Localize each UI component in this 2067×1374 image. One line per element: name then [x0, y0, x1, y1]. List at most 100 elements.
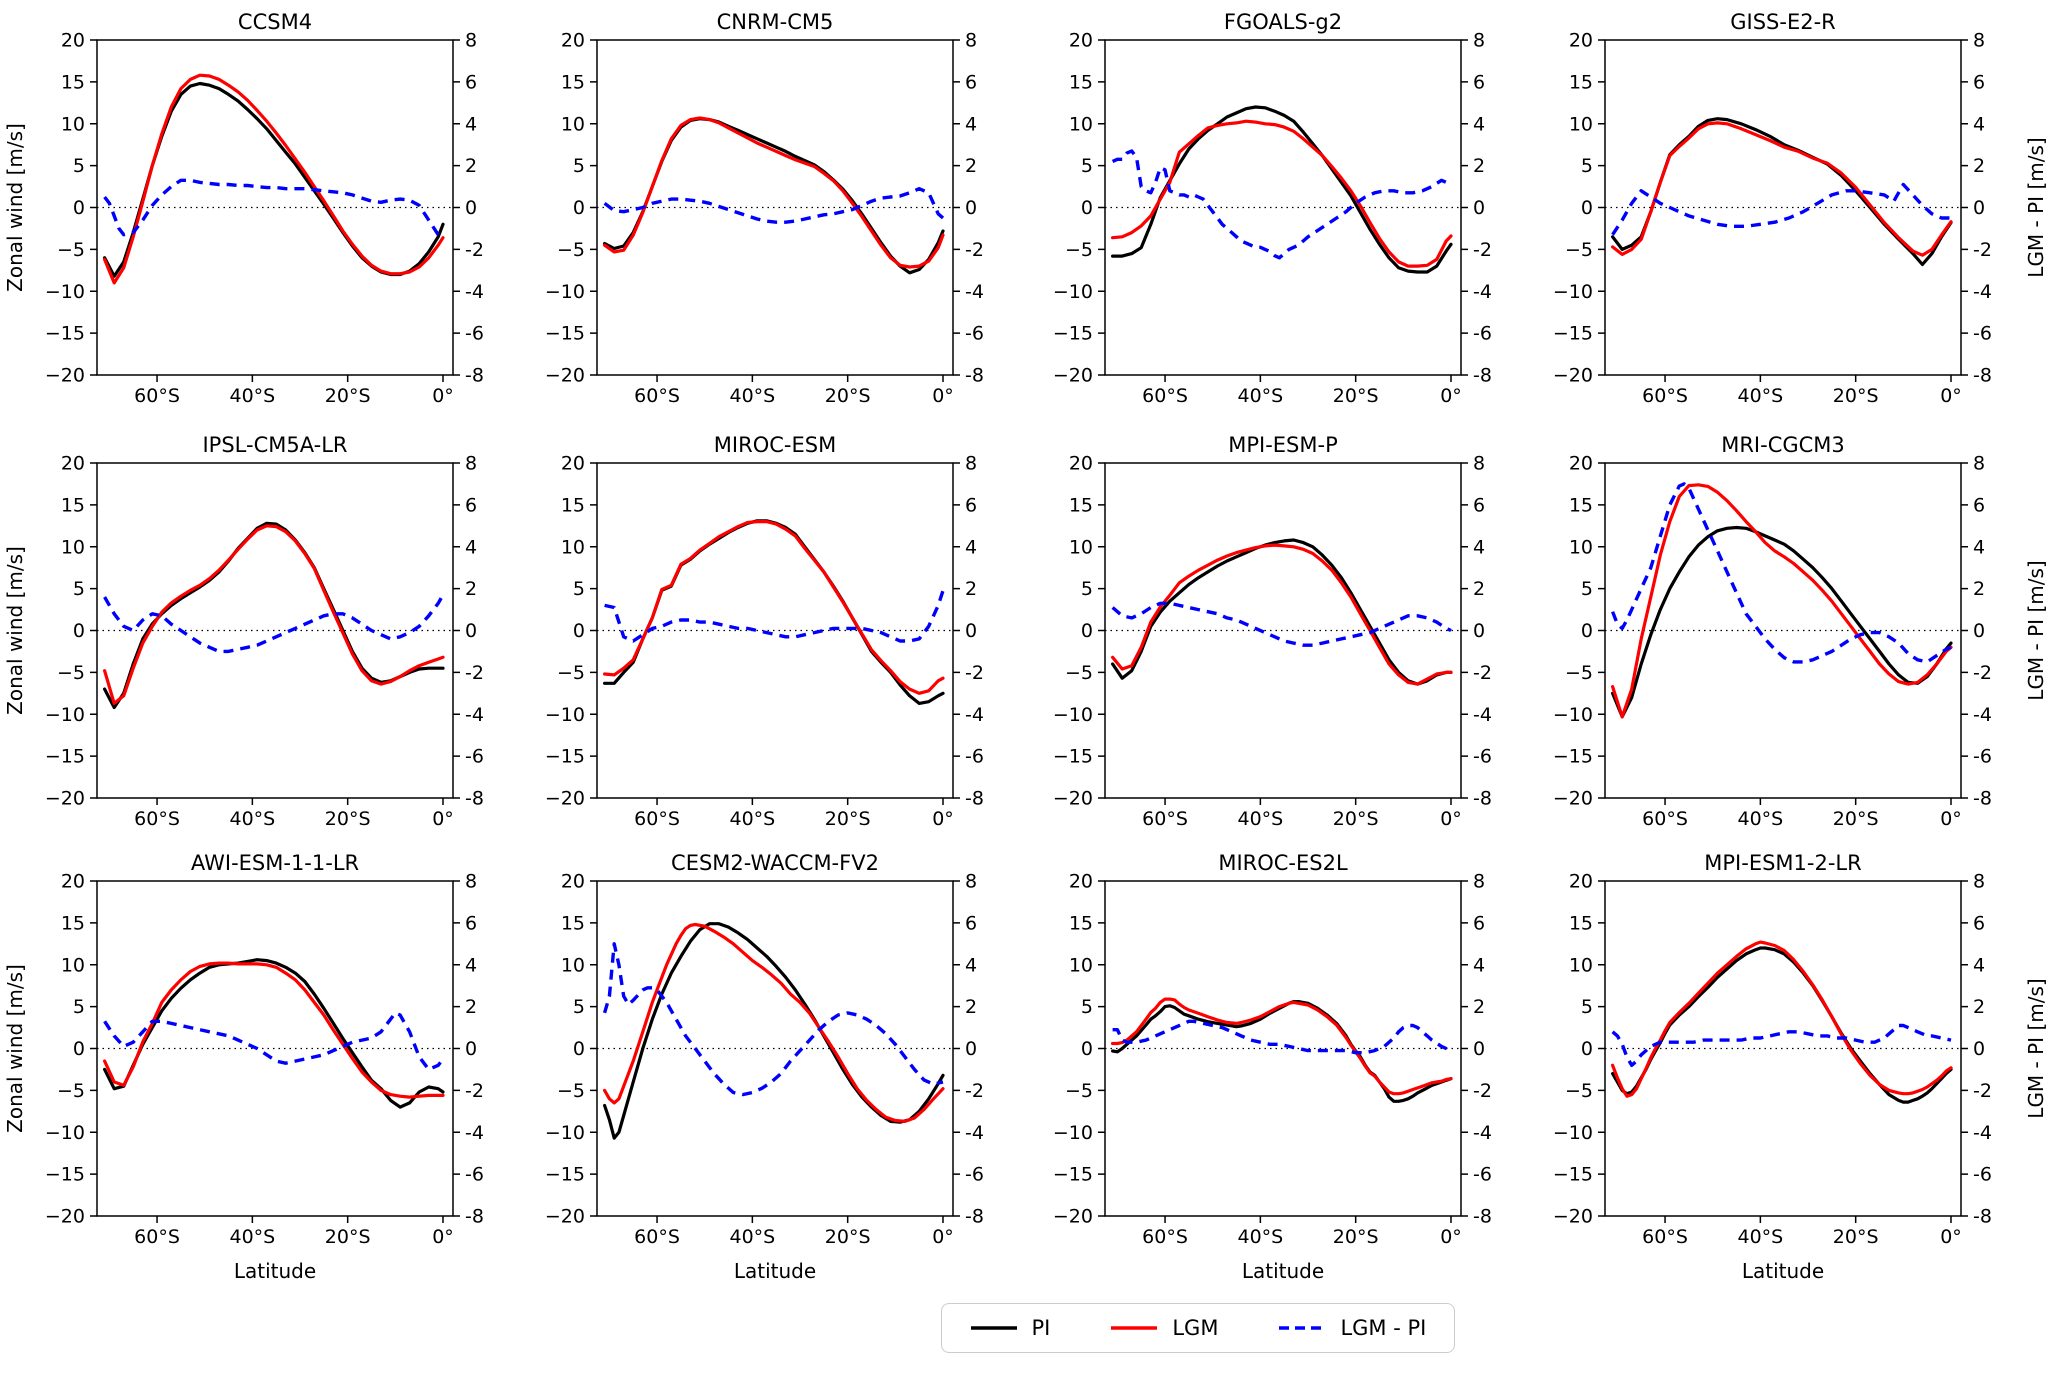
y-right-tick-label: 0 — [1973, 197, 1985, 219]
x-tick-label: 0° — [1440, 1226, 1462, 1248]
y-right-tick-label: -8 — [1473, 788, 1492, 810]
y-right-tick-label: 2 — [1973, 578, 1985, 600]
y-left-axis-title: Zonal wind [m/s] — [3, 123, 27, 292]
y-right-tick-label: 6 — [1473, 71, 1485, 93]
x-tick-label: 60°S — [1142, 808, 1188, 830]
y-right-tick-label: 4 — [1473, 536, 1485, 558]
x-tick-label: 20°S — [1833, 385, 1879, 407]
y-right-tick-label: -8 — [465, 1206, 484, 1228]
y-left-tick-label: −5 — [1565, 1080, 1593, 1102]
y-left-tick-label: 5 — [1081, 155, 1093, 177]
y-left-tick-label: −20 — [545, 1206, 585, 1228]
y-left-tick-label: 15 — [1069, 912, 1093, 934]
y-left-tick-label: 0 — [1081, 620, 1093, 642]
y-right-tick-label: 8 — [965, 871, 977, 893]
y-left-tick-label: −15 — [1553, 323, 1593, 345]
x-tick-label: 0° — [932, 1226, 954, 1248]
x-tick-label: 60°S — [134, 1226, 180, 1248]
y-right-tick-label: 8 — [1473, 871, 1485, 893]
y-right-tick-label: -4 — [465, 704, 484, 726]
lgm-minus-pi-line — [604, 590, 945, 643]
y-left-tick-label: −10 — [45, 281, 85, 303]
y-right-tick-label: 4 — [965, 536, 977, 558]
x-tick-label: 60°S — [1642, 385, 1688, 407]
y-right-tick-label: -4 — [1973, 704, 1992, 726]
legend-label: PI — [1031, 1316, 1051, 1340]
y-right-tick-label: 0 — [965, 1038, 977, 1060]
y-right-tick-label: -4 — [965, 704, 984, 726]
y-right-tick-label: -6 — [465, 323, 484, 345]
y-right-tick-label: -2 — [1973, 662, 1992, 684]
y-left-tick-label: 10 — [61, 954, 85, 976]
y-right-tick-label: -4 — [1473, 1122, 1492, 1144]
y-left-tick-label: −10 — [45, 704, 85, 726]
y-left-tick-label: 10 — [561, 536, 585, 558]
y-left-tick-label: −5 — [557, 1080, 585, 1102]
x-tick-label: 20°S — [325, 385, 371, 407]
y-right-tick-label: -8 — [1973, 365, 1992, 387]
y-right-tick-label: 2 — [965, 578, 977, 600]
legend-item-lgm-pi: LGM - PI — [1278, 1316, 1426, 1340]
pi-line — [1111, 1000, 1453, 1103]
y-left-tick-label: −5 — [557, 662, 585, 684]
y-left-tick-label: −10 — [1553, 1122, 1593, 1144]
y-left-tick-label: −15 — [545, 1164, 585, 1186]
y-right-tick-label: 4 — [1973, 113, 1985, 135]
y-left-tick-label: 5 — [73, 155, 85, 177]
y-right-tick-label: 0 — [965, 620, 977, 642]
y-left-tick-label: 10 — [561, 954, 585, 976]
y-right-tick-label: 2 — [1473, 578, 1485, 600]
y-left-tick-label: −5 — [1065, 1080, 1093, 1102]
lgm-minus-pi-line — [603, 187, 945, 224]
y-right-tick-label: 0 — [1973, 1038, 1985, 1060]
y-right-tick-label: -8 — [965, 365, 984, 387]
y-left-tick-label: 10 — [1069, 113, 1093, 135]
y-right-tick-label: 2 — [965, 155, 977, 177]
y-left-tick-label: −20 — [1553, 788, 1593, 810]
y-left-tick-label: 15 — [1569, 912, 1593, 934]
y-right-tick-label: 8 — [1973, 453, 1985, 475]
y-right-tick-label: 4 — [1473, 113, 1485, 135]
pi-line — [1111, 105, 1453, 274]
y-left-tick-label: 15 — [1569, 494, 1593, 516]
y-right-tick-label: -8 — [1473, 1206, 1492, 1228]
subplot-giss-e2-r: GISS-E2-R60°S 40°S 20°S 0°20151050−5−10−15−… — [1553, 10, 2048, 407]
y-left-tick-label: −5 — [557, 239, 585, 261]
y-right-tick-label: -8 — [465, 788, 484, 810]
y-left-tick-label: 20 — [1069, 30, 1093, 52]
y-left-tick-label: −20 — [45, 788, 85, 810]
x-tick-label: 40°S — [1237, 808, 1283, 830]
y-right-tick-label: 6 — [965, 494, 977, 516]
y-left-tick-label: 15 — [1069, 494, 1093, 516]
x-tick-label: 20°S — [825, 385, 871, 407]
y-left-tick-label: −5 — [57, 239, 85, 261]
y-right-tick-label: -2 — [1473, 1080, 1492, 1102]
y-left-tick-label: 5 — [1581, 578, 1593, 600]
y-left-tick-label: −10 — [1553, 281, 1593, 303]
y-right-tick-label: 2 — [1973, 996, 1985, 1018]
y-right-tick-label: 0 — [465, 620, 477, 642]
y-left-tick-label: 20 — [561, 453, 585, 475]
y-right-axis-title: LGM - PI [m/s] — [2024, 560, 2048, 700]
y-right-tick-label: -4 — [1473, 281, 1492, 303]
plot-title: MPI-ESM-P — [1228, 433, 1338, 457]
y-right-tick-label: 4 — [465, 954, 477, 976]
plot-title: FGOALS-g2 — [1224, 10, 1342, 34]
y-right-tick-label: -8 — [965, 1206, 984, 1228]
y-left-tick-label: −5 — [57, 662, 85, 684]
pi-line — [1111, 538, 1453, 686]
y-left-tick-label: −20 — [545, 788, 585, 810]
lgm-line — [603, 520, 945, 695]
y-right-tick-label: 2 — [465, 996, 477, 1018]
y-right-tick-label: -6 — [965, 323, 984, 345]
x-tick-label: 40°S — [1737, 1226, 1783, 1248]
y-left-tick-label: 5 — [73, 578, 85, 600]
x-tick-label: 0° — [1940, 385, 1962, 407]
y-right-tick-label: 0 — [465, 197, 477, 219]
y-right-tick-label: 6 — [1473, 494, 1485, 516]
y-right-tick-label: 4 — [965, 113, 977, 135]
y-right-tick-label: 6 — [965, 71, 977, 93]
y-left-tick-label: 5 — [73, 996, 85, 1018]
legend-line-sample — [1111, 1326, 1158, 1330]
